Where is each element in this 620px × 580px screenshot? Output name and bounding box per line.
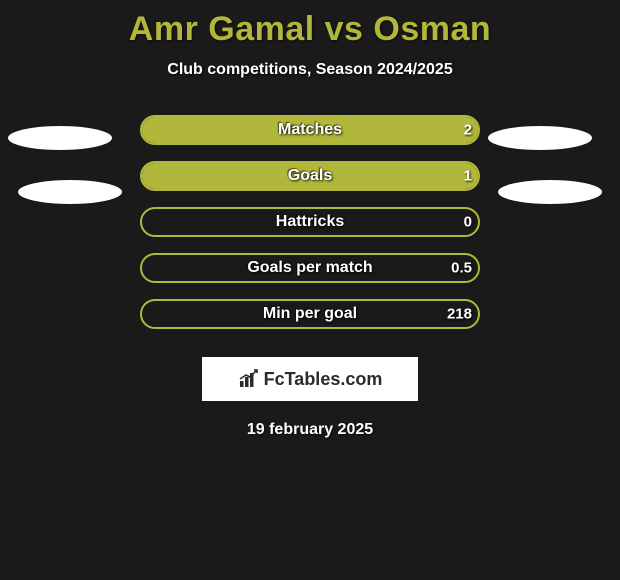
bar-chart-icon: [238, 369, 260, 389]
stat-row: Min per goal 218: [0, 299, 620, 329]
player-oval-right: [498, 180, 602, 204]
player-oval-left: [8, 126, 112, 150]
player-oval-left: [18, 180, 122, 204]
stat-label: Matches: [278, 121, 342, 139]
logo-text: FcTables.com: [264, 369, 383, 390]
stat-value-right: 0.5: [451, 260, 472, 277]
stat-label: Hattricks: [276, 213, 344, 231]
stat-value-right: 1: [464, 168, 472, 185]
stat-value-right: 0: [464, 214, 472, 231]
stat-value-right: 218: [447, 306, 472, 323]
stat-row: Hattricks 0: [0, 207, 620, 237]
stat-label: Goals per match: [247, 259, 372, 277]
stat-value-right: 2: [464, 122, 472, 139]
stat-row: Goals per match 0.5: [0, 253, 620, 283]
stat-label: Min per goal: [263, 305, 357, 323]
stat-label: Goals: [288, 167, 332, 185]
subtitle: Club competitions, Season 2024/2025: [0, 61, 620, 79]
fctables-logo[interactable]: FcTables.com: [202, 357, 418, 401]
page-title: Amr Gamal vs Osman: [0, 0, 620, 49]
player-oval-right: [488, 126, 592, 150]
date-label: 19 february 2025: [0, 421, 620, 439]
